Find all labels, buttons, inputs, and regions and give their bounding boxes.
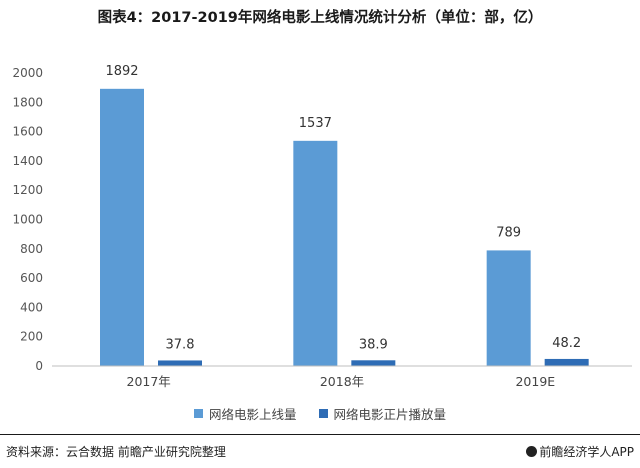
- bar-series2: [351, 360, 396, 366]
- data-label-series2: 37.8: [166, 337, 195, 352]
- legend: 网络电影上线量 网络电影正片播放量: [0, 404, 640, 423]
- y-tick-label: 2000: [12, 66, 43, 80]
- bar-series2: [158, 360, 202, 366]
- bars: [100, 88, 589, 367]
- data-label-series2: 38.9: [359, 337, 388, 352]
- legend-label-series2: 网络电影正片播放量: [333, 407, 447, 422]
- data-label-series2: 48.2: [552, 336, 581, 351]
- bar-chart: 0 200 400 600 800 1000 1200 1400 1600 1800 2000 18…: [12, 64, 632, 389]
- bar-series1: [293, 140, 338, 366]
- y-tick-label: 800: [20, 242, 43, 256]
- legend-item-series2: 网络电影正片播放量: [318, 404, 447, 423]
- legend-swatch-series2: [318, 409, 328, 418]
- y-tick-label: 1200: [12, 183, 43, 197]
- y-tick-label: 1600: [12, 125, 43, 139]
- y-tick-label: 1800: [12, 95, 43, 109]
- brand-credit: 前瞻经济学人APP: [526, 443, 634, 460]
- y-tick-label: 600: [20, 271, 43, 285]
- y-tick-label: 1000: [12, 213, 43, 227]
- brand-text: 前瞻经济学人APP: [539, 445, 634, 459]
- legend-swatch-series1: [193, 409, 203, 418]
- data-labels: 1892 37.8 1537 38.9 789 48.2: [105, 64, 581, 353]
- x-tick-label: 2019E: [515, 374, 555, 389]
- x-tick-label: 2017年: [127, 374, 171, 389]
- x-axis: 2017年 2018年 2019E: [52, 365, 632, 389]
- x-tick-label: 2018年: [320, 374, 364, 389]
- y-tick-label: 400: [20, 300, 43, 314]
- data-label-series1: 1537: [299, 116, 332, 131]
- bar-series2: [544, 358, 589, 366]
- bar-series1: [100, 88, 144, 367]
- data-label-series1: 1892: [105, 64, 138, 79]
- y-tick-label: 1400: [12, 154, 43, 168]
- chart-title: 图表4：2017-2019年网络电影上线情况统计分析（单位：部，亿）: [97, 10, 543, 26]
- footer-divider: [0, 434, 640, 435]
- brand-logo-icon: [526, 446, 538, 457]
- y-tick-label: 200: [20, 330, 43, 344]
- data-label-series1: 789: [496, 225, 521, 240]
- y-axis: 0 200 400 600 800 1000 1200 1400 1600 1800 2000: [12, 66, 43, 373]
- bar-series1: [486, 250, 531, 366]
- legend-item-series1: 网络电影上线量: [193, 404, 297, 423]
- legend-label-series1: 网络电影上线量: [208, 407, 297, 422]
- y-tick-label: 0: [35, 359, 43, 373]
- source-note: 资料来源：云合数据 前瞻产业研究院整理: [6, 445, 226, 459]
